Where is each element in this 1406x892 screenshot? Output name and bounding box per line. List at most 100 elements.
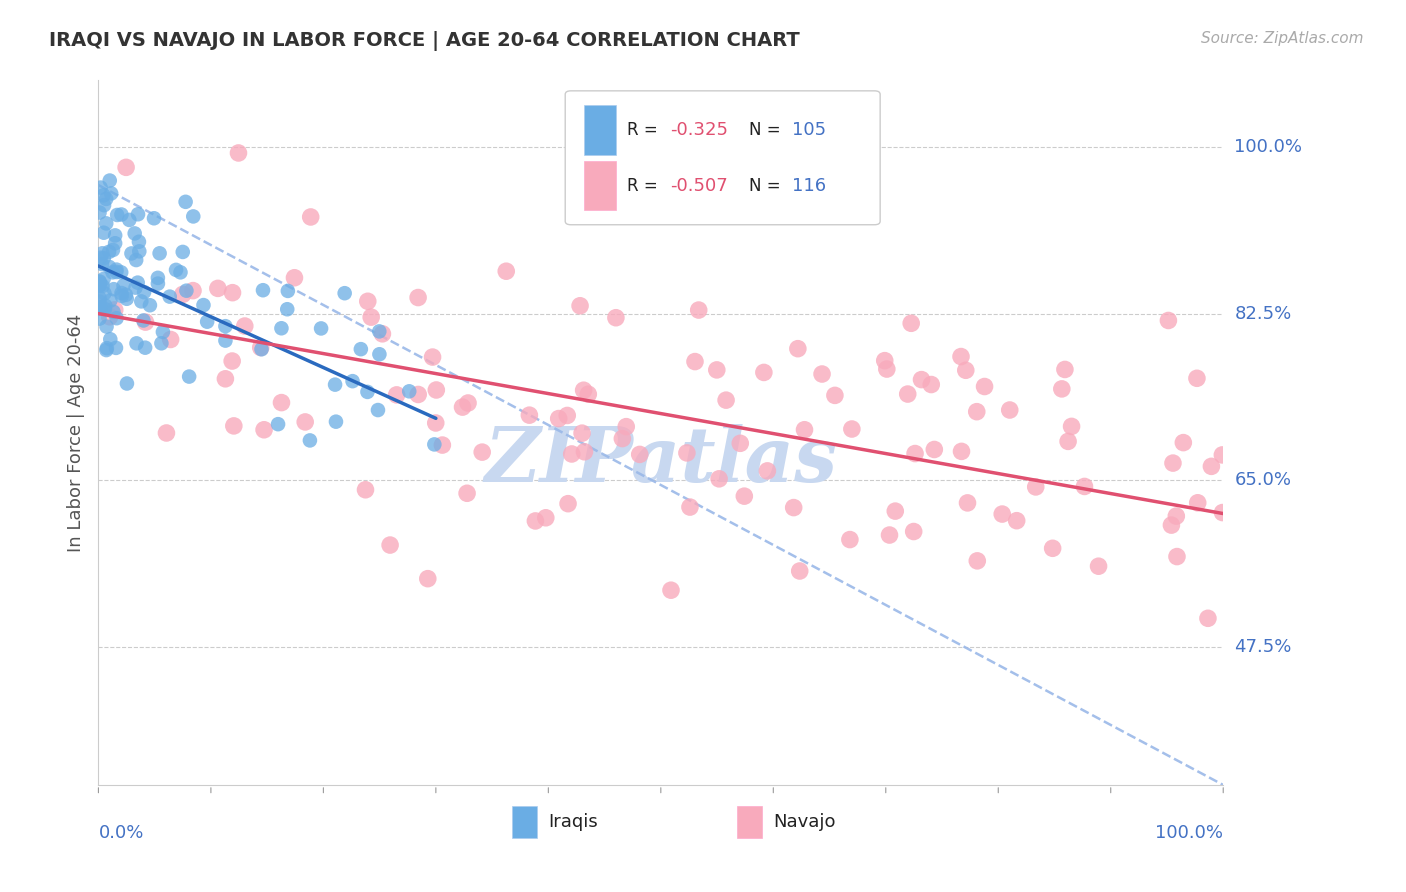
Point bbox=[752, 366, 775, 380]
Point bbox=[425, 383, 447, 397]
Text: R =: R = bbox=[627, 177, 664, 194]
Text: 65.0%: 65.0% bbox=[1234, 471, 1291, 489]
Point bbox=[1160, 518, 1182, 533]
Text: 47.5%: 47.5% bbox=[1234, 638, 1292, 656]
Point bbox=[1212, 506, 1234, 520]
Point bbox=[89, 275, 111, 289]
Point bbox=[368, 325, 391, 339]
Point bbox=[406, 387, 429, 401]
Point bbox=[89, 300, 111, 314]
Point bbox=[350, 342, 373, 356]
Point bbox=[149, 246, 172, 260]
Point bbox=[378, 538, 401, 552]
Point bbox=[252, 283, 274, 297]
Point bbox=[111, 289, 134, 303]
Point bbox=[1050, 382, 1073, 396]
Point bbox=[127, 207, 149, 221]
Text: 105: 105 bbox=[793, 121, 827, 139]
Point bbox=[110, 286, 132, 301]
Point bbox=[159, 290, 181, 304]
Point bbox=[423, 437, 446, 451]
Point bbox=[679, 500, 702, 514]
Text: N =: N = bbox=[748, 177, 786, 194]
Point bbox=[676, 446, 699, 460]
Point bbox=[169, 265, 191, 279]
Point bbox=[267, 417, 290, 432]
Point bbox=[323, 377, 346, 392]
Point bbox=[900, 316, 922, 330]
Point bbox=[124, 280, 146, 294]
Point bbox=[471, 445, 494, 459]
Point bbox=[98, 332, 121, 346]
Point bbox=[93, 188, 115, 202]
Point bbox=[561, 447, 583, 461]
Point bbox=[730, 436, 752, 450]
Point bbox=[270, 395, 292, 409]
Point bbox=[105, 262, 128, 277]
Text: Navajo: Navajo bbox=[773, 813, 835, 830]
Point bbox=[897, 387, 920, 401]
Point bbox=[368, 347, 391, 361]
Point bbox=[96, 216, 118, 230]
Point bbox=[1197, 611, 1219, 625]
Point bbox=[457, 396, 479, 410]
FancyBboxPatch shape bbox=[585, 105, 616, 154]
Point bbox=[124, 227, 146, 241]
Point bbox=[572, 383, 595, 397]
Point bbox=[966, 405, 988, 419]
Point bbox=[524, 514, 547, 528]
Point bbox=[195, 315, 218, 329]
Point bbox=[910, 373, 932, 387]
Point bbox=[1201, 459, 1223, 474]
Point bbox=[422, 350, 444, 364]
Point bbox=[100, 186, 122, 201]
Point bbox=[93, 198, 115, 212]
Point bbox=[991, 507, 1014, 521]
FancyBboxPatch shape bbox=[585, 161, 616, 211]
Point bbox=[495, 264, 517, 278]
Point bbox=[96, 192, 118, 206]
Point bbox=[89, 274, 111, 288]
Point bbox=[333, 286, 356, 301]
Point bbox=[789, 564, 811, 578]
Point bbox=[612, 432, 634, 446]
Point bbox=[920, 377, 942, 392]
Point bbox=[129, 294, 152, 309]
Point bbox=[294, 415, 316, 429]
Point bbox=[214, 334, 236, 348]
Text: 116: 116 bbox=[793, 177, 827, 194]
Point bbox=[228, 145, 250, 160]
Point bbox=[98, 173, 121, 187]
Text: ZIPatlas: ZIPatlas bbox=[484, 424, 838, 498]
Point bbox=[139, 298, 162, 312]
Point bbox=[1166, 549, 1188, 564]
Point bbox=[89, 277, 111, 292]
Point bbox=[371, 326, 394, 341]
Point bbox=[782, 500, 804, 515]
Point bbox=[150, 336, 173, 351]
Point bbox=[879, 528, 901, 542]
Point bbox=[221, 354, 243, 368]
FancyBboxPatch shape bbox=[512, 806, 537, 838]
Point bbox=[1087, 559, 1109, 574]
Point bbox=[98, 310, 121, 324]
Point bbox=[98, 293, 121, 308]
Point bbox=[104, 236, 127, 251]
Point bbox=[838, 533, 860, 547]
Point bbox=[793, 423, 815, 437]
Point bbox=[90, 180, 112, 194]
Point bbox=[555, 409, 578, 423]
Point bbox=[1161, 456, 1184, 470]
Point bbox=[143, 211, 166, 226]
Point bbox=[1073, 479, 1095, 493]
Point bbox=[134, 341, 156, 355]
Point bbox=[519, 408, 541, 422]
Point bbox=[96, 319, 118, 334]
Point bbox=[354, 483, 377, 497]
Point bbox=[1185, 371, 1208, 385]
Point bbox=[1173, 435, 1195, 450]
Point bbox=[605, 310, 627, 325]
Point bbox=[873, 353, 896, 368]
Point bbox=[181, 210, 204, 224]
Point bbox=[179, 369, 201, 384]
